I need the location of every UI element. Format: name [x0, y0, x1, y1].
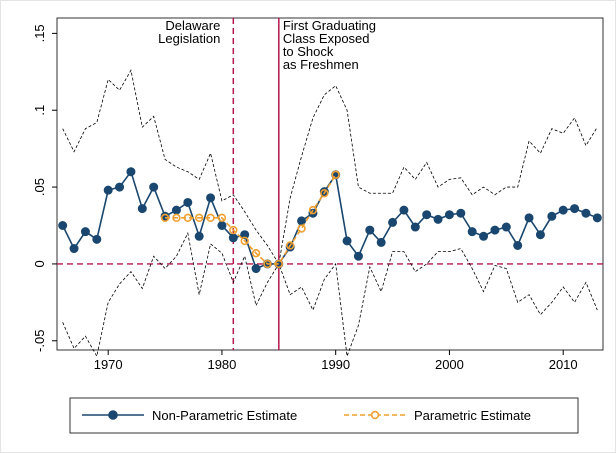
- data-point: [194, 213, 204, 223]
- data-point: [69, 244, 79, 254]
- data-point: [467, 227, 477, 237]
- data-point: [388, 217, 398, 227]
- data-point: [229, 225, 238, 235]
- data-point: [240, 236, 249, 246]
- data-point: [126, 167, 136, 177]
- data-point: [558, 205, 568, 215]
- annotation: Delaware: [165, 18, 220, 33]
- data-point: [285, 241, 295, 250]
- data-point: [410, 222, 420, 232]
- x-tick-label: 1990: [321, 357, 350, 372]
- data-point: [172, 213, 181, 223]
- annotation: Class Exposed: [283, 31, 370, 46]
- annotation: Legislation: [158, 31, 220, 46]
- data-point: [194, 231, 204, 241]
- data-point: [297, 224, 306, 233]
- annotation: as Freshmen: [283, 57, 359, 72]
- y-tick-label: -.05: [32, 330, 47, 352]
- data-point: [240, 230, 250, 240]
- data-point: [308, 205, 318, 215]
- legend-marker: [370, 410, 380, 420]
- y-tick-label: .05: [32, 178, 47, 196]
- data-point: [592, 213, 602, 223]
- data-point: [353, 251, 363, 261]
- data-point: [183, 197, 193, 207]
- annotation: First Graduating: [283, 18, 376, 33]
- data-point: [331, 170, 340, 179]
- data-point: [92, 234, 102, 244]
- x-tick-label: 2000: [435, 357, 464, 372]
- data-point: [171, 205, 181, 215]
- data-point: [115, 182, 125, 192]
- data-point: [160, 213, 170, 223]
- series-line: [165, 174, 337, 265]
- data-point: [535, 230, 545, 240]
- data-point: [399, 205, 409, 215]
- data-point: [58, 221, 68, 230]
- data-point: [456, 208, 466, 218]
- data-point: [501, 222, 511, 232]
- data-point: [444, 210, 454, 220]
- data-point: [422, 210, 432, 220]
- data-point: [228, 233, 238, 243]
- data-point: [217, 221, 227, 230]
- data-point: [547, 211, 557, 221]
- annotation: to Shock: [283, 44, 334, 59]
- legend-label: Non-Parametric Estimate: [152, 408, 297, 423]
- data-point: [137, 204, 147, 214]
- data-point: [183, 213, 193, 223]
- series-line: [62, 69, 598, 266]
- data-point: [251, 264, 261, 274]
- x-tick-label: 1970: [94, 357, 123, 372]
- data-point: [103, 185, 113, 195]
- data-point: [274, 259, 284, 269]
- data-point: [365, 225, 375, 235]
- data-point: [376, 237, 386, 247]
- data-point: [570, 204, 580, 214]
- data-point: [263, 259, 272, 269]
- data-point: [479, 231, 489, 241]
- x-tick-label: 2010: [549, 357, 578, 372]
- data-point: [206, 213, 215, 223]
- data-point: [524, 213, 534, 223]
- data-point: [149, 182, 159, 192]
- data-point: [251, 248, 261, 258]
- data-point: [433, 214, 443, 224]
- y-tick-label: 0: [32, 260, 47, 267]
- x-tick-label: 1980: [207, 357, 236, 372]
- data-point: [581, 208, 591, 218]
- data-point: [80, 227, 90, 237]
- legend: [69, 397, 579, 434]
- data-point: [217, 213, 227, 223]
- legend-marker: [108, 410, 118, 420]
- data-point: [206, 193, 216, 203]
- y-tick-label: .1: [32, 105, 47, 116]
- series-line: [62, 231, 598, 358]
- data-point: [320, 189, 329, 198]
- data-point: [513, 240, 523, 250]
- y-tick-label: .15: [32, 24, 47, 42]
- data-point: [490, 225, 500, 235]
- legend-label: Parametric Estimate: [414, 408, 531, 423]
- data-point: [342, 236, 352, 246]
